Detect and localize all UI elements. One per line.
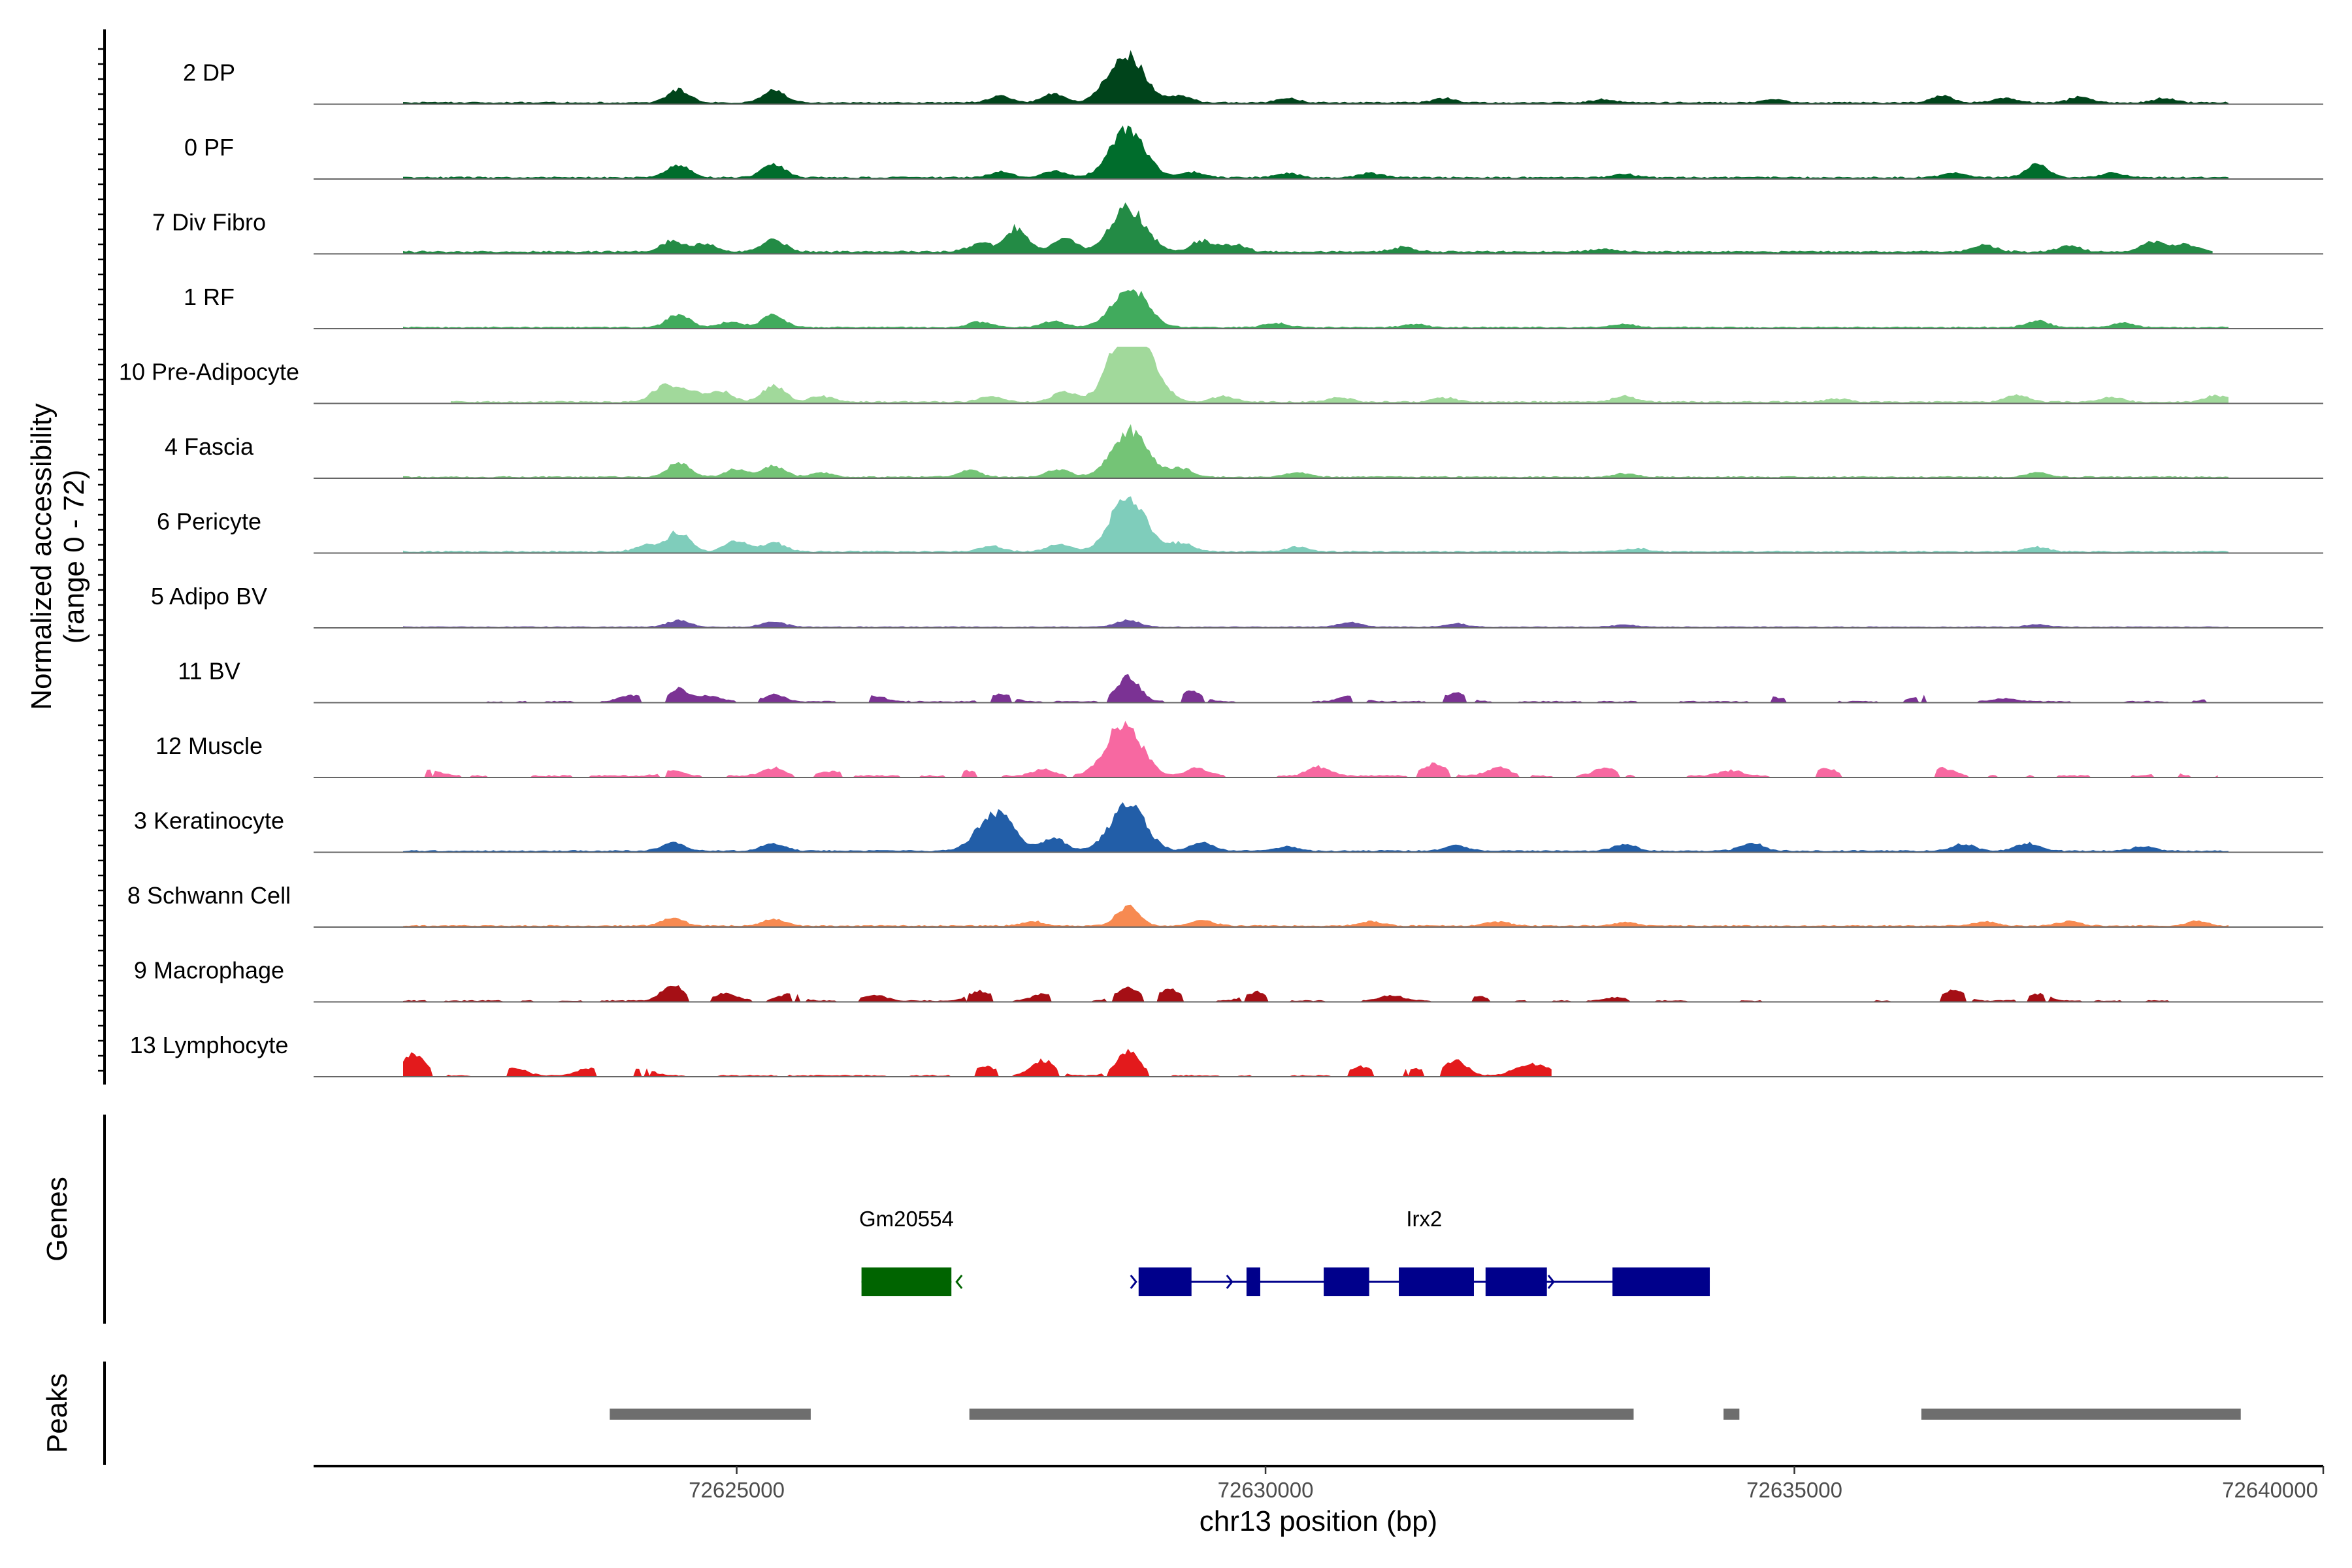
- genes-panel: Gm20554 Irx2: [859, 1207, 1710, 1296]
- track-label: 5 Adipo BV: [151, 583, 267, 610]
- peak-region: [969, 1409, 1634, 1420]
- track-label: 4 Fascia: [165, 433, 254, 460]
- gene-exon: [1324, 1267, 1369, 1296]
- track-11-bv: 11 BV: [178, 658, 2323, 704]
- coverage-area: [403, 985, 2229, 1004]
- track-6-pericyte: 6 Pericyte: [157, 496, 2323, 554]
- track-8-schwann-cell: 8 Schwann Cell: [127, 882, 2323, 928]
- x-tick-label: 72630000: [1218, 1478, 1314, 1502]
- track-label: 2 DP: [183, 59, 235, 86]
- x-axis: 72625000 72630000 72635000 72640000: [314, 1465, 2325, 1502]
- gene-exon: [861, 1267, 952, 1296]
- track-0-pf: 0 PF: [184, 125, 2323, 180]
- coverage-area: [403, 1049, 1552, 1078]
- strand-arrow: [1547, 1275, 1555, 1289]
- coverage-area: [403, 289, 2229, 329]
- peak-region: [1723, 1409, 1740, 1420]
- track-label: 1 RF: [184, 284, 235, 310]
- coverage-area: [403, 125, 2229, 180]
- gene-irx2: Irx2: [1130, 1207, 1710, 1296]
- gene-exon: [1485, 1267, 1547, 1296]
- x-axis-title: chr13 position (bp): [1200, 1505, 1437, 1537]
- track-label: 0 PF: [184, 134, 234, 161]
- track-7-div-fibro: 7 Div Fibro: [152, 202, 2323, 255]
- track-1-rf: 1 RF: [184, 284, 2323, 329]
- track-label: 7 Div Fibro: [152, 209, 266, 236]
- peak-region: [610, 1409, 811, 1420]
- coverage-area: [403, 424, 2229, 479]
- track-label: 12 Muscle: [155, 732, 263, 759]
- track-label: 6 Pericyte: [157, 508, 261, 535]
- coverage-area: [403, 496, 2229, 554]
- track-label: 10 Pre-Adipocyte: [119, 359, 299, 385]
- track-2-dp: 2 DP: [183, 50, 2323, 105]
- coverage-area: [403, 202, 2213, 255]
- coverage-area: [403, 721, 2218, 779]
- track-4-fascia: 4 Fascia: [165, 424, 2323, 479]
- track-label: 9 Macrophage: [134, 957, 284, 984]
- genes-panel-label: Genes: [41, 1177, 73, 1262]
- coverage-tracks: 2 DP 0 PF 7 Div Fibro 1 RF 10 Pre-Adipocyte 4…: [119, 50, 2323, 1078]
- track-10-pre-adipocyte: 10 Pre-Adipocyte: [119, 346, 2323, 404]
- coverage-area: [403, 50, 2229, 105]
- track-label: 13 Lymphocyte: [130, 1032, 289, 1058]
- x-tick-label: 72640000: [2222, 1478, 2318, 1502]
- track-9-macrophage: 9 Macrophage: [134, 957, 2323, 1004]
- gene-label: Gm20554: [859, 1207, 954, 1231]
- y-axis-title-line1: Normalized accessibility: [25, 403, 57, 710]
- coverage-y-axis: [98, 29, 106, 1085]
- track-label: 3 Keratinocyte: [134, 808, 284, 834]
- peaks-panel-label: Peaks: [41, 1373, 73, 1453]
- gene-exon: [1246, 1267, 1260, 1296]
- strand-arrow: [1130, 1275, 1137, 1289]
- gene-gm20554: Gm20554: [859, 1207, 963, 1296]
- gene-exon: [1138, 1267, 1192, 1296]
- x-tick-label: 72625000: [689, 1478, 785, 1502]
- track-label: 8 Schwann Cell: [127, 882, 291, 909]
- x-tick-label: 72635000: [1746, 1478, 1842, 1502]
- peaks-panel: [610, 1409, 2241, 1420]
- track-12-muscle: 12 Muscle: [155, 721, 2323, 779]
- strand-arrow: [955, 1275, 963, 1289]
- peak-region: [1921, 1409, 2241, 1420]
- coverage-area: [403, 619, 2229, 629]
- track-label: 11 BV: [178, 658, 240, 685]
- gene-label: Irx2: [1406, 1207, 1442, 1231]
- strand-arrow: [1226, 1275, 1233, 1289]
- gene-exon: [1612, 1267, 1710, 1296]
- coverage-area: [451, 674, 2229, 704]
- gene-exon: [1399, 1267, 1474, 1296]
- coverage-area: [450, 346, 2229, 404]
- coverage-area: [403, 904, 2229, 928]
- track-13-lymphocyte: 13 Lymphocyte: [130, 1032, 2323, 1078]
- track-3-keratinocyte: 3 Keratinocyte: [134, 802, 2323, 853]
- coverage-area: [403, 802, 2229, 853]
- y-axis-title-line2: (range 0 - 72): [58, 470, 90, 644]
- track-5-adipo-bv: 5 Adipo BV: [151, 583, 2323, 629]
